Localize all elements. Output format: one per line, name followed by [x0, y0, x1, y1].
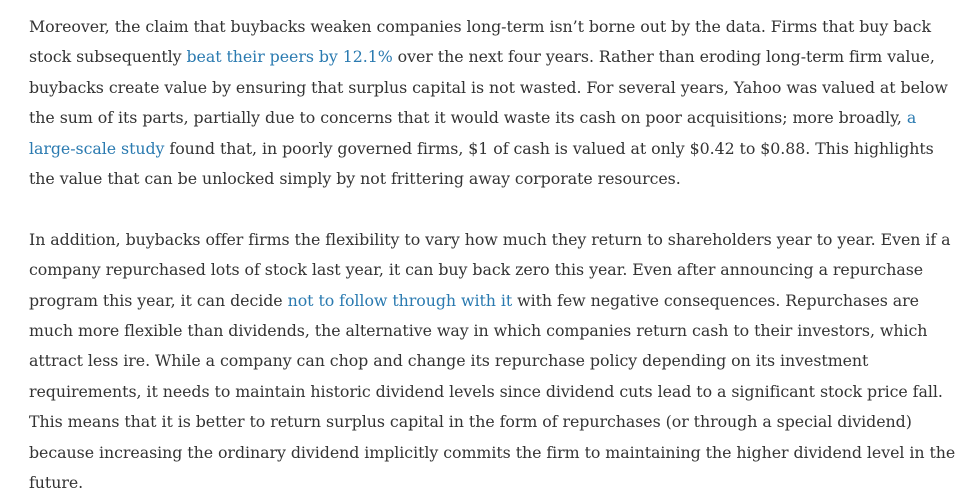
text-segment: with few negative consequences. Repurcha…: [29, 290, 956, 493]
text-segment: In addition, buybacks offer firms the fl…: [29, 229, 951, 310]
link-beat-their-peers[interactable]: beat their peers by 12.1%: [186, 47, 393, 67]
text-segment: Moreover, the claim that buybacks weaken…: [29, 17, 931, 67]
article-body: Moreover, the claim that buybacks weaken…: [29, 12, 964, 498]
link-not-to-follow-through[interactable]: not to follow through with it: [287, 290, 513, 310]
paragraph-buybacks-long-term: Moreover, the claim that buybacks weaken…: [29, 12, 964, 194]
link-large-scale-study[interactable]: a large-scale study: [29, 108, 917, 158]
text-segment: over the next four years. Rather than er…: [29, 47, 948, 128]
paragraph-buybacks-flexibility: In addition, buybacks offer firms the fl…: [29, 225, 964, 498]
text-segment: found that, in poorly governed firms, $1…: [29, 138, 934, 189]
